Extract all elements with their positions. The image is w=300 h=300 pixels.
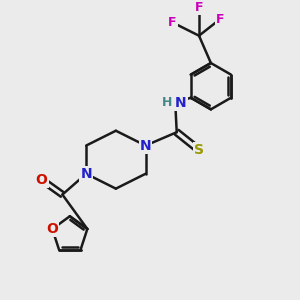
Text: N: N [140,139,152,153]
Text: H: H [162,96,172,109]
Text: F: F [168,16,176,29]
Text: O: O [36,173,47,187]
Text: S: S [194,143,204,157]
Text: O: O [46,222,58,236]
Text: F: F [195,1,203,14]
Text: F: F [215,13,224,26]
Text: N: N [80,167,92,181]
Text: N: N [175,95,186,110]
